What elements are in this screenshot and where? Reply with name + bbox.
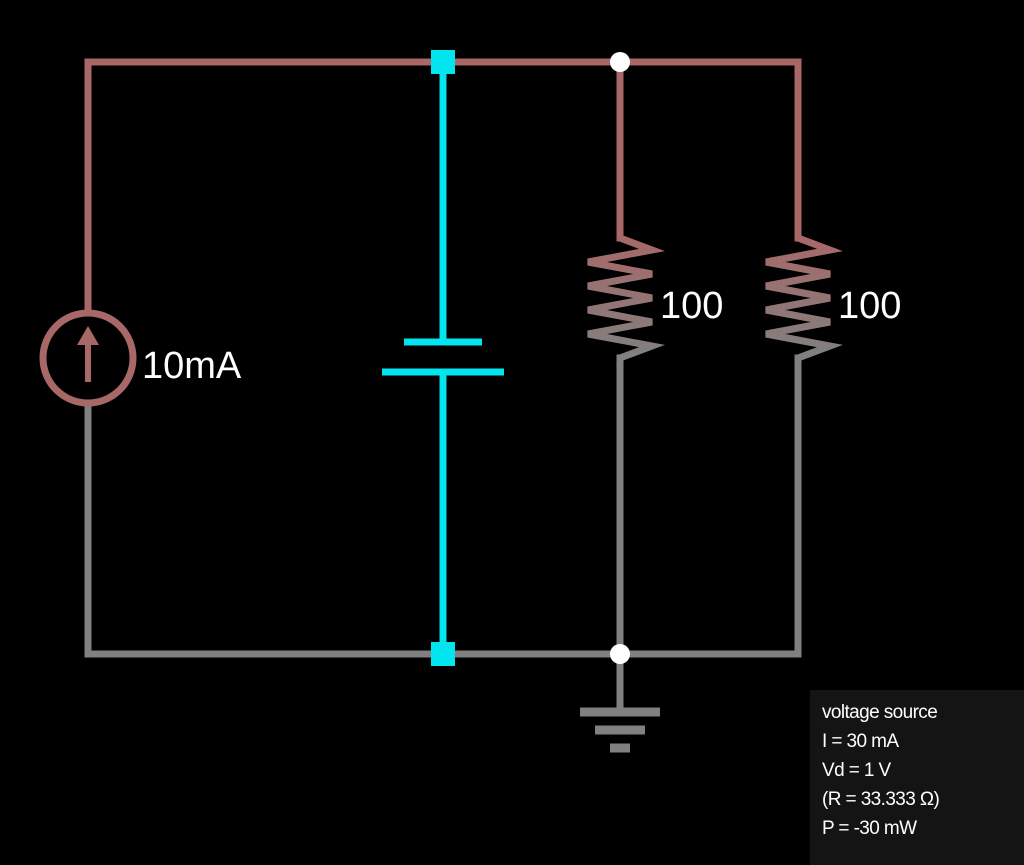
junction-node-bottom[interactable] [610, 644, 630, 664]
current-source-label: 10mA [142, 345, 242, 387]
info-panel: voltage source I = 30 mA Vd = 1 V (R = 3… [810, 690, 1024, 865]
resistor-2-label: 100 [838, 285, 901, 327]
resistor-2[interactable] [765, 234, 843, 362]
info-power: P = -30 mW [822, 818, 917, 839]
ground-icon[interactable] [580, 707, 660, 753]
info-current: I = 30 mA [822, 731, 899, 752]
info-resistance: (R = 33.333 Ω) [822, 789, 940, 810]
arrow-up-icon [77, 326, 99, 382]
junction-node-top[interactable] [610, 52, 630, 72]
info-voltage: Vd = 1 V [822, 760, 891, 781]
current-source[interactable] [39, 309, 137, 407]
info-title: voltage source [822, 702, 938, 723]
current-source-body[interactable] [39, 309, 137, 407]
capacitor[interactable] [382, 62, 504, 654]
resistor-1-label: 100 [660, 285, 723, 327]
resistor-1[interactable] [587, 234, 665, 362]
capacitor-handle-bottom[interactable] [431, 642, 455, 666]
capacitor-handle-top[interactable] [431, 50, 455, 74]
